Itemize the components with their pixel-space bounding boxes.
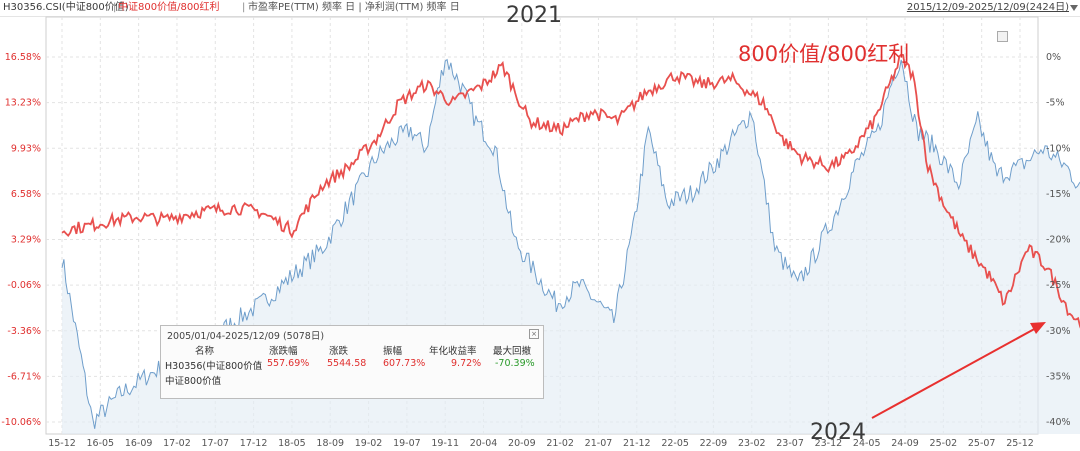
right-tick-label: -20% [1046,235,1071,246]
x-tick-label: 25-12 [1006,438,1034,449]
right-tick-label: -25% [1046,280,1071,291]
right-tick-label: -5% [1046,98,1065,109]
x-tick-label: 21-02 [546,438,574,449]
copy-icon[interactable] [997,31,1008,42]
x-tick-label: 23-07 [776,438,804,449]
row-name: H30356(中证800价值 [165,361,263,372]
x-tick-label: 17-02 [163,438,191,449]
left-tick-label: 3.29% [11,235,41,246]
left-tick-label: -0.06% [7,280,41,291]
left-tick-label: 9.93% [11,143,41,154]
right-axis: 0% -5% -10% -15% -20% -25% -30% -35% -40% [1046,52,1071,428]
x-tick-label: 19-02 [355,438,383,449]
right-tick-label: -40% [1046,417,1071,428]
x-tick-label: 24-09 [891,438,919,449]
row-amplitude: 607.73% [383,358,426,369]
x-tick-label: 21-12 [623,438,651,449]
x-tick-label: 18-05 [278,438,306,449]
left-tick-label: -3.36% [7,326,41,337]
date-range-link[interactable]: 2015/12/09-2025/12/09(2424日) [906,2,1069,13]
stats-panel-title: 2005/01/04-2025/12/09 (5078日) [167,331,325,342]
annotation-2024: 2024 [810,420,866,445]
left-axis: 16.58% 13.23% 9.93% 6.58% 3.29% -0.06% -3.36% -… [1,52,41,428]
series-label-index[interactable]: H30356.CSI(中证800价值) [3,2,129,13]
left-tick-label: 13.23% [5,98,41,109]
header-amplitude: 振幅 [383,346,403,357]
left-tick-label: 16.58% [5,52,41,63]
x-tick-label: 19-11 [431,438,459,449]
x-tick-label: 22-09 [700,438,728,449]
close-icon[interactable]: × [529,329,539,339]
header-change-pct: 涨跌幅 [269,346,298,357]
left-tick-label: -6.71% [7,371,41,382]
trend-arrow-line [871,326,1039,419]
x-tick-label: 16-05 [87,438,115,449]
stats-row[interactable]: 中证800价值 [161,373,543,387]
x-tick-label: 23-02 [738,438,766,449]
x-tick-label: 21-07 [585,438,613,449]
dropdown-arrow-icon[interactable] [1070,5,1078,11]
x-tick-label: 15-12 [48,438,76,449]
header-max-drawdown: 最大回撤 [493,346,532,357]
row-change-pct: 557.69% [267,358,310,369]
right-tick-label: -35% [1046,371,1071,382]
x-tick-label: 20-04 [470,438,498,449]
row-annual-return: 9.72% [451,358,482,369]
x-tick-label: 20-09 [508,438,536,449]
header-annual-return: 年化收益率 [429,346,477,357]
right-tick-label: -10% [1046,143,1071,154]
ratio-series-line [61,53,1080,329]
stats-panel: 2005/01/04-2025/12/09 (5078日) × 名称 涨跌幅 涨… [160,325,544,399]
x-tick-label: 24-05 [853,438,881,449]
x-tick-label: 18-09 [316,438,344,449]
x-tick-label: 17-07 [201,438,229,449]
header-name: 名称 [195,346,215,357]
right-tick-label: 0% [1046,52,1061,63]
x-tick-label: 17-12 [240,438,268,449]
x-tick-label: 25-02 [930,438,958,449]
right-tick-label: -15% [1046,189,1071,200]
left-tick-label: -10.06% [1,417,41,428]
trend-arrow-head [1030,322,1046,334]
series-label-ratio[interactable]: 中证800价值/800红利 [118,2,220,13]
trend-arrow [871,322,1046,419]
x-tick-label: 19-07 [393,438,421,449]
x-tick-label: 25-07 [968,438,996,449]
left-tick-label: 6.58% [11,189,41,200]
header-separator: | [113,2,117,13]
index-series-line [61,58,1080,429]
indicator-labels[interactable]: 市盈率PE(TTM) 频率 日 | 净利润(TTM) 频率 日 [248,2,460,13]
row-name: 中证800价值 [165,376,222,387]
right-tick-label: -30% [1046,326,1071,337]
annotation-2021: 2021 [506,3,562,28]
x-tick-label: 22-05 [661,438,689,449]
row-max-drawdown: -70.39% [495,358,535,369]
ratio-annotation-title: 800价值/800红利 [738,42,910,66]
header-change: 涨跌 [329,346,349,357]
x-axis: 15-12 16-05 16-09 17-02 17-07 17-12 18-05 18-09… [48,438,1034,449]
stats-row[interactable]: H30356(中证800价值 557.69% 5544.58 607.73% 9… [161,358,543,372]
x-tick-label: 23-12 [815,438,843,449]
row-change: 5544.58 [327,358,367,369]
header-separator: | [242,2,246,13]
stats-header-row: 名称 涨跌幅 涨跌 振幅 年化收益率 最大回撤 [161,343,543,357]
x-tick-label: 16-09 [125,438,153,449]
